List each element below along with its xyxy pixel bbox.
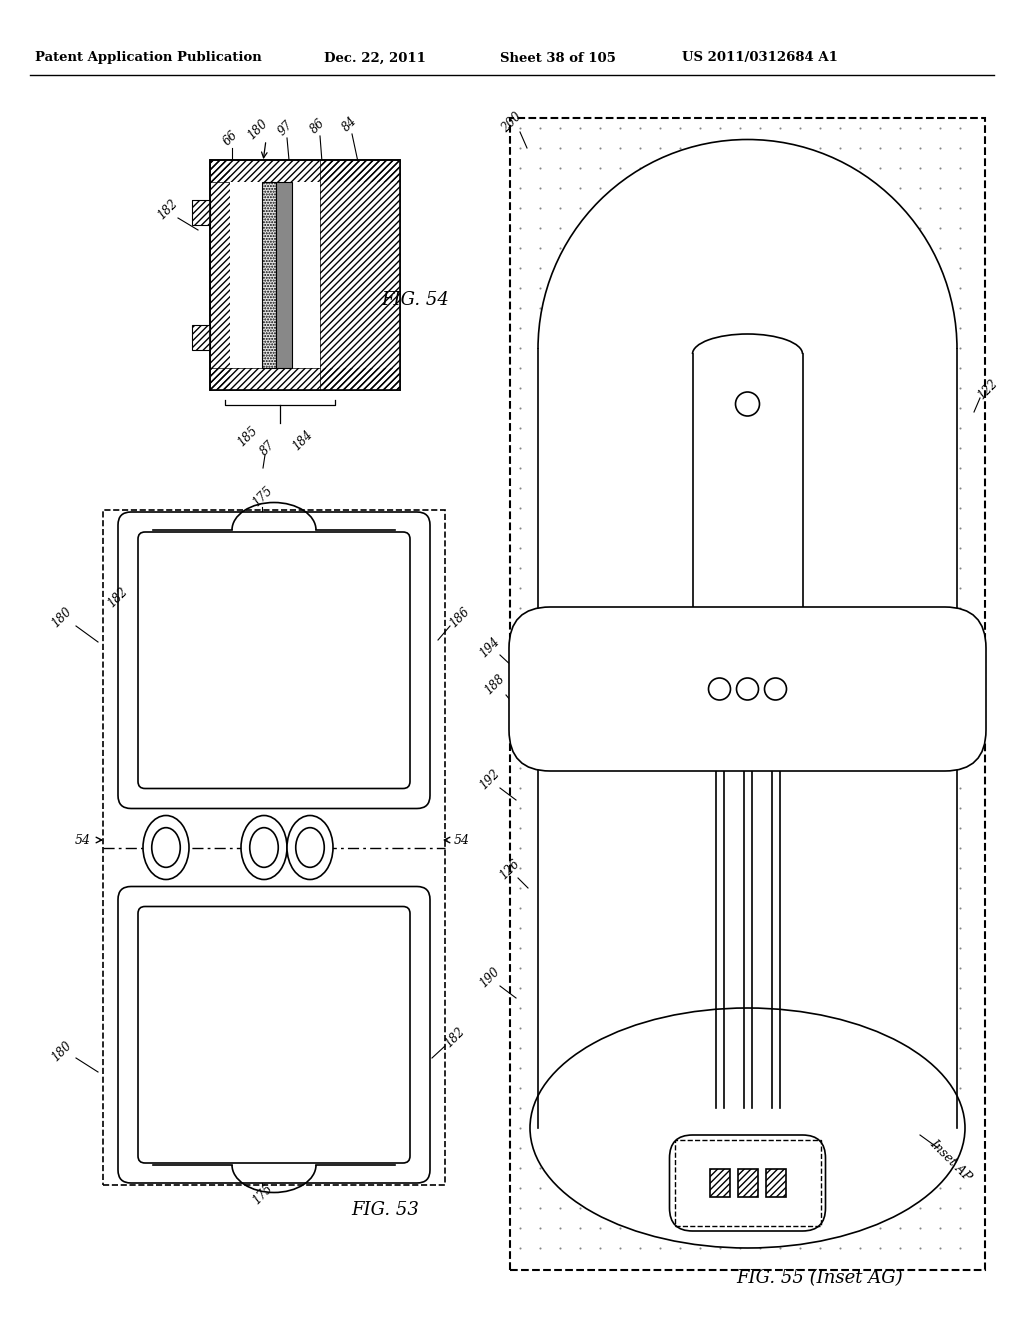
Text: 180: 180 xyxy=(49,606,75,631)
Bar xyxy=(210,368,400,389)
Text: Sheet 38 of 105: Sheet 38 of 105 xyxy=(500,51,616,65)
FancyBboxPatch shape xyxy=(118,887,430,1183)
Circle shape xyxy=(765,678,786,700)
Bar xyxy=(210,160,400,389)
FancyBboxPatch shape xyxy=(509,607,986,771)
Text: 175: 175 xyxy=(251,1183,275,1208)
Bar xyxy=(210,368,400,389)
Text: 54: 54 xyxy=(75,833,91,846)
Text: 194: 194 xyxy=(477,635,503,660)
Bar xyxy=(275,182,292,368)
Text: 54: 54 xyxy=(454,833,470,846)
FancyBboxPatch shape xyxy=(670,1135,825,1232)
Wedge shape xyxy=(539,140,956,348)
Text: FIG. 54: FIG. 54 xyxy=(381,290,449,309)
Ellipse shape xyxy=(143,816,189,879)
Bar xyxy=(737,1170,758,1197)
Text: 192: 192 xyxy=(477,767,503,792)
Bar xyxy=(710,1170,729,1197)
Bar xyxy=(193,325,210,350)
Bar xyxy=(261,182,275,368)
Text: 188: 188 xyxy=(482,672,508,697)
Text: 182: 182 xyxy=(442,1026,468,1051)
Text: ~156~: ~156~ xyxy=(249,648,299,663)
Text: ~156~: ~156~ xyxy=(249,1028,299,1041)
Text: 180: 180 xyxy=(246,117,270,143)
Bar xyxy=(193,201,210,224)
Text: 86: 86 xyxy=(308,116,328,136)
Circle shape xyxy=(735,392,760,416)
Text: 175: 175 xyxy=(251,484,275,510)
Bar xyxy=(319,160,400,389)
FancyBboxPatch shape xyxy=(138,907,410,1163)
Text: FIG. 55 (Inset AG): FIG. 55 (Inset AG) xyxy=(736,1269,903,1287)
Circle shape xyxy=(709,678,730,700)
Text: 186: 186 xyxy=(259,277,285,302)
Text: 97: 97 xyxy=(275,117,295,137)
Text: 122: 122 xyxy=(976,378,1000,403)
FancyBboxPatch shape xyxy=(138,532,410,788)
Bar xyxy=(103,510,445,1185)
Text: 186: 186 xyxy=(447,606,472,631)
Text: 185: 185 xyxy=(236,425,260,450)
Bar xyxy=(766,1170,785,1197)
Text: 126: 126 xyxy=(498,858,522,883)
Ellipse shape xyxy=(296,828,325,867)
Bar xyxy=(675,1140,820,1226)
Ellipse shape xyxy=(287,816,333,879)
Bar xyxy=(210,160,230,389)
Text: 200: 200 xyxy=(500,111,524,136)
Text: FIG. 53: FIG. 53 xyxy=(351,1201,419,1218)
Ellipse shape xyxy=(250,828,279,867)
Bar xyxy=(193,201,210,224)
Bar xyxy=(210,160,400,389)
Text: 87: 87 xyxy=(258,438,278,458)
Text: 180: 180 xyxy=(49,1039,75,1064)
Text: US 2011/0312684 A1: US 2011/0312684 A1 xyxy=(682,51,838,65)
Text: Dec. 22, 2011: Dec. 22, 2011 xyxy=(324,51,426,65)
Ellipse shape xyxy=(152,828,180,867)
Text: 66: 66 xyxy=(220,128,240,148)
Bar xyxy=(710,1170,729,1197)
Bar xyxy=(510,117,985,1270)
Bar xyxy=(210,160,400,182)
Text: 190: 190 xyxy=(477,965,503,990)
Circle shape xyxy=(736,678,759,700)
Ellipse shape xyxy=(530,1008,965,1247)
Text: 84: 84 xyxy=(340,114,359,133)
Bar xyxy=(210,160,400,182)
Bar xyxy=(230,182,319,368)
Bar xyxy=(193,325,210,350)
Text: 182: 182 xyxy=(105,586,130,611)
FancyBboxPatch shape xyxy=(118,512,430,808)
Bar xyxy=(737,1170,758,1197)
Bar xyxy=(319,160,400,389)
Bar xyxy=(538,348,957,1129)
Bar xyxy=(766,1170,785,1197)
Text: 184: 184 xyxy=(291,429,315,454)
Bar xyxy=(261,182,275,368)
Text: Patent Application Publication: Patent Application Publication xyxy=(35,51,261,65)
Text: Inset AP: Inset AP xyxy=(927,1137,974,1183)
Bar xyxy=(210,160,230,389)
Text: 182: 182 xyxy=(156,198,180,223)
Ellipse shape xyxy=(241,816,287,879)
